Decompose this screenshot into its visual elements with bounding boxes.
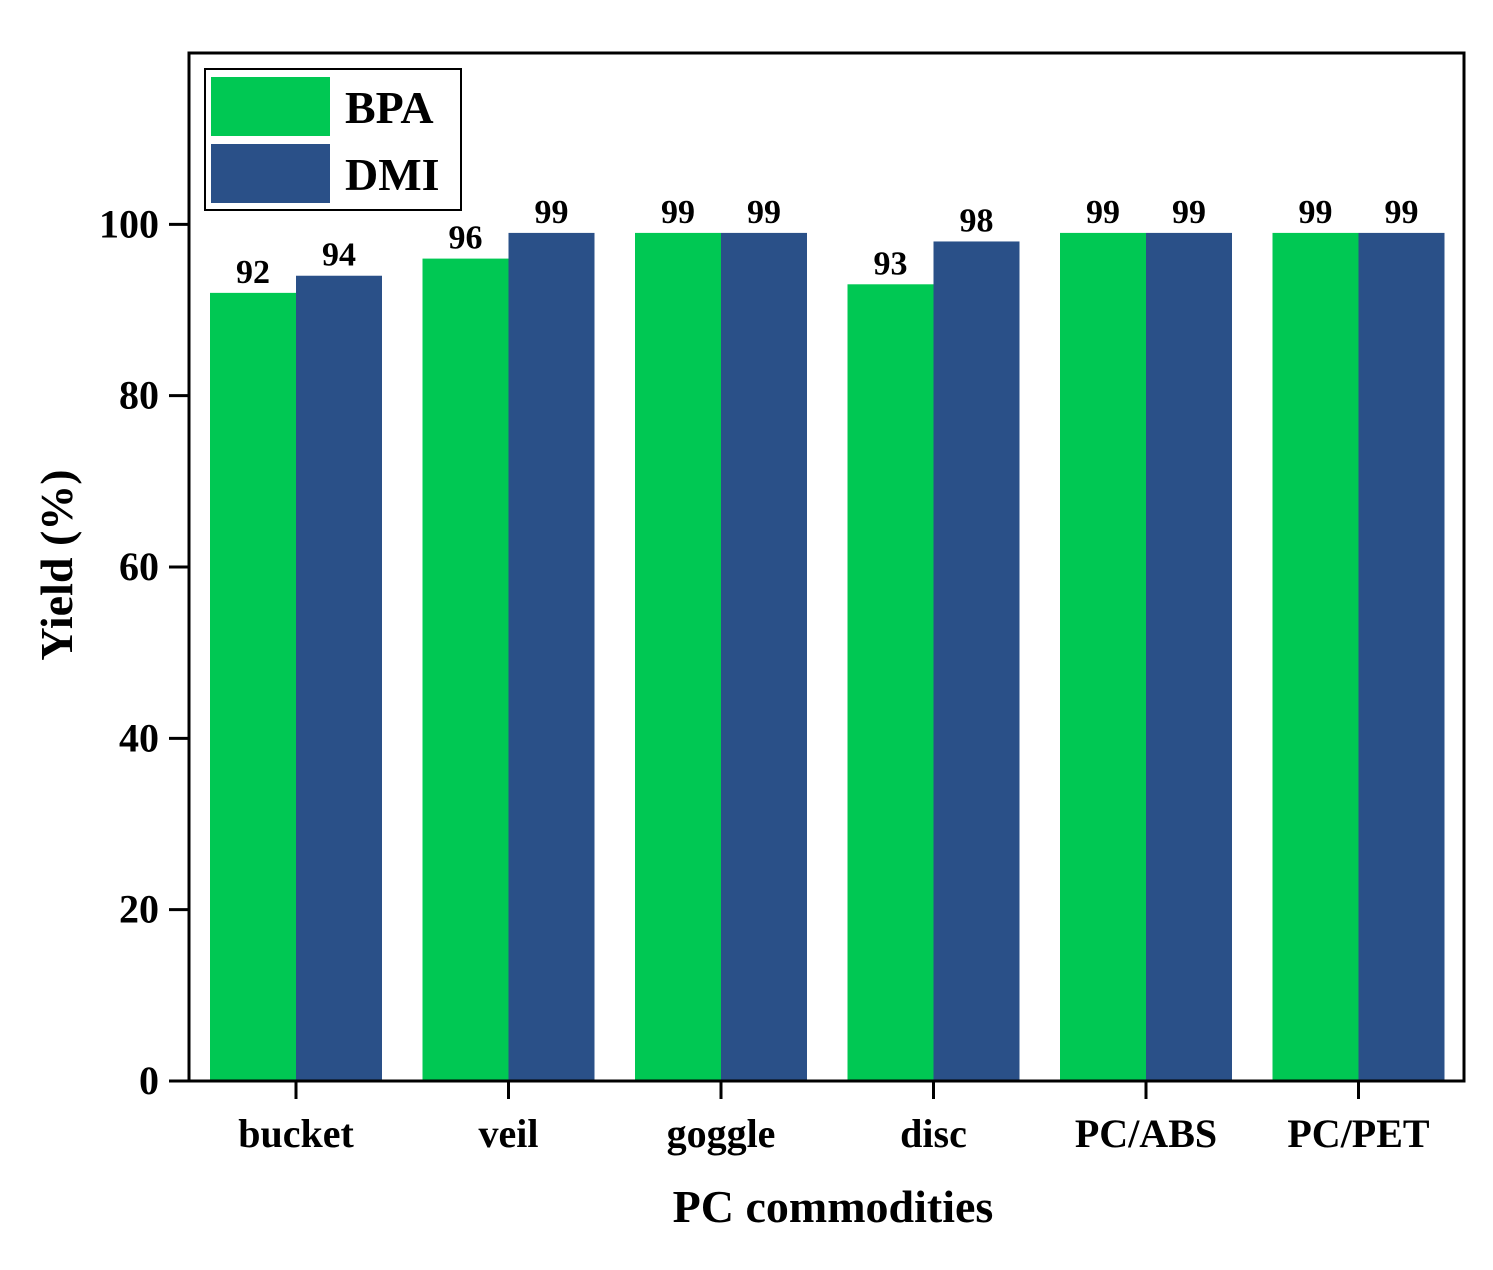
value-label-dmi-pc-abs: 99 (1172, 194, 1206, 231)
y-tick-label: 0 (139, 1058, 159, 1103)
legend-swatch-bpa (211, 77, 330, 136)
x-tick-label: goggle (667, 1111, 776, 1156)
bar-dmi-bucket (296, 275, 382, 1081)
bar-dmi-goggle (721, 232, 807, 1081)
y-tick-label: 80 (119, 373, 159, 418)
x-tick-label: bucket (238, 1111, 354, 1156)
x-tick-label: PC/ABS (1075, 1111, 1217, 1156)
x-tick-label: PC/PET (1287, 1111, 1430, 1156)
bar-bpa-disc (847, 284, 934, 1081)
bars-layer (210, 232, 1445, 1082)
legend-label-dmi: DMI (345, 149, 440, 200)
bar-bpa-veil (422, 258, 509, 1082)
value-label-bpa-pc-abs: 99 (1086, 194, 1120, 231)
x-tick-label: veil (479, 1111, 539, 1156)
y-axis: 0 20 40 60 80 100 (99, 201, 189, 1103)
y-tick-label: 20 (119, 887, 159, 932)
value-label-dmi-veil: 99 (535, 194, 569, 231)
x-axis-title: PC commodities (673, 1181, 994, 1232)
value-label-bpa-disc: 93 (874, 245, 908, 282)
value-label-dmi-disc: 98 (960, 202, 994, 239)
x-axis: bucket veil goggle disc PC/ABS PC/PET (238, 1081, 1430, 1156)
y-tick-label: 100 (99, 201, 159, 246)
value-labels-layer: 92 94 96 99 99 99 93 98 99 99 99 99 (236, 194, 1419, 291)
bar-bpa-bucket (210, 292, 296, 1081)
y-tick-label: 60 (119, 544, 159, 589)
legend: BPA DMI (204, 68, 462, 211)
bar-bpa-goggle (635, 232, 721, 1081)
bar-dmi-pc-abs (1146, 232, 1232, 1081)
bar-dmi-veil (508, 232, 595, 1081)
value-label-bpa-goggle: 99 (661, 194, 695, 231)
value-label-bpa-pc-pet: 99 (1299, 194, 1333, 231)
value-label-bpa-bucket: 92 (236, 254, 270, 291)
value-label-dmi-goggle: 99 (747, 194, 781, 231)
y-axis-title: Yield (%) (31, 469, 82, 660)
bar-dmi-pc-pet (1358, 232, 1445, 1081)
legend-swatch-dmi (211, 144, 330, 203)
value-label-dmi-pc-pet: 99 (1385, 194, 1419, 231)
legend-label-bpa: BPA (345, 82, 434, 133)
bar-bpa-pc-abs (1060, 232, 1146, 1081)
x-tick-label: disc (900, 1111, 967, 1156)
value-label-dmi-bucket: 94 (322, 237, 356, 274)
bar-dmi-disc (933, 241, 1020, 1081)
y-tick-label: 40 (119, 715, 159, 760)
value-label-bpa-veil: 96 (449, 220, 483, 257)
bar-bpa-pc-pet (1272, 232, 1359, 1081)
